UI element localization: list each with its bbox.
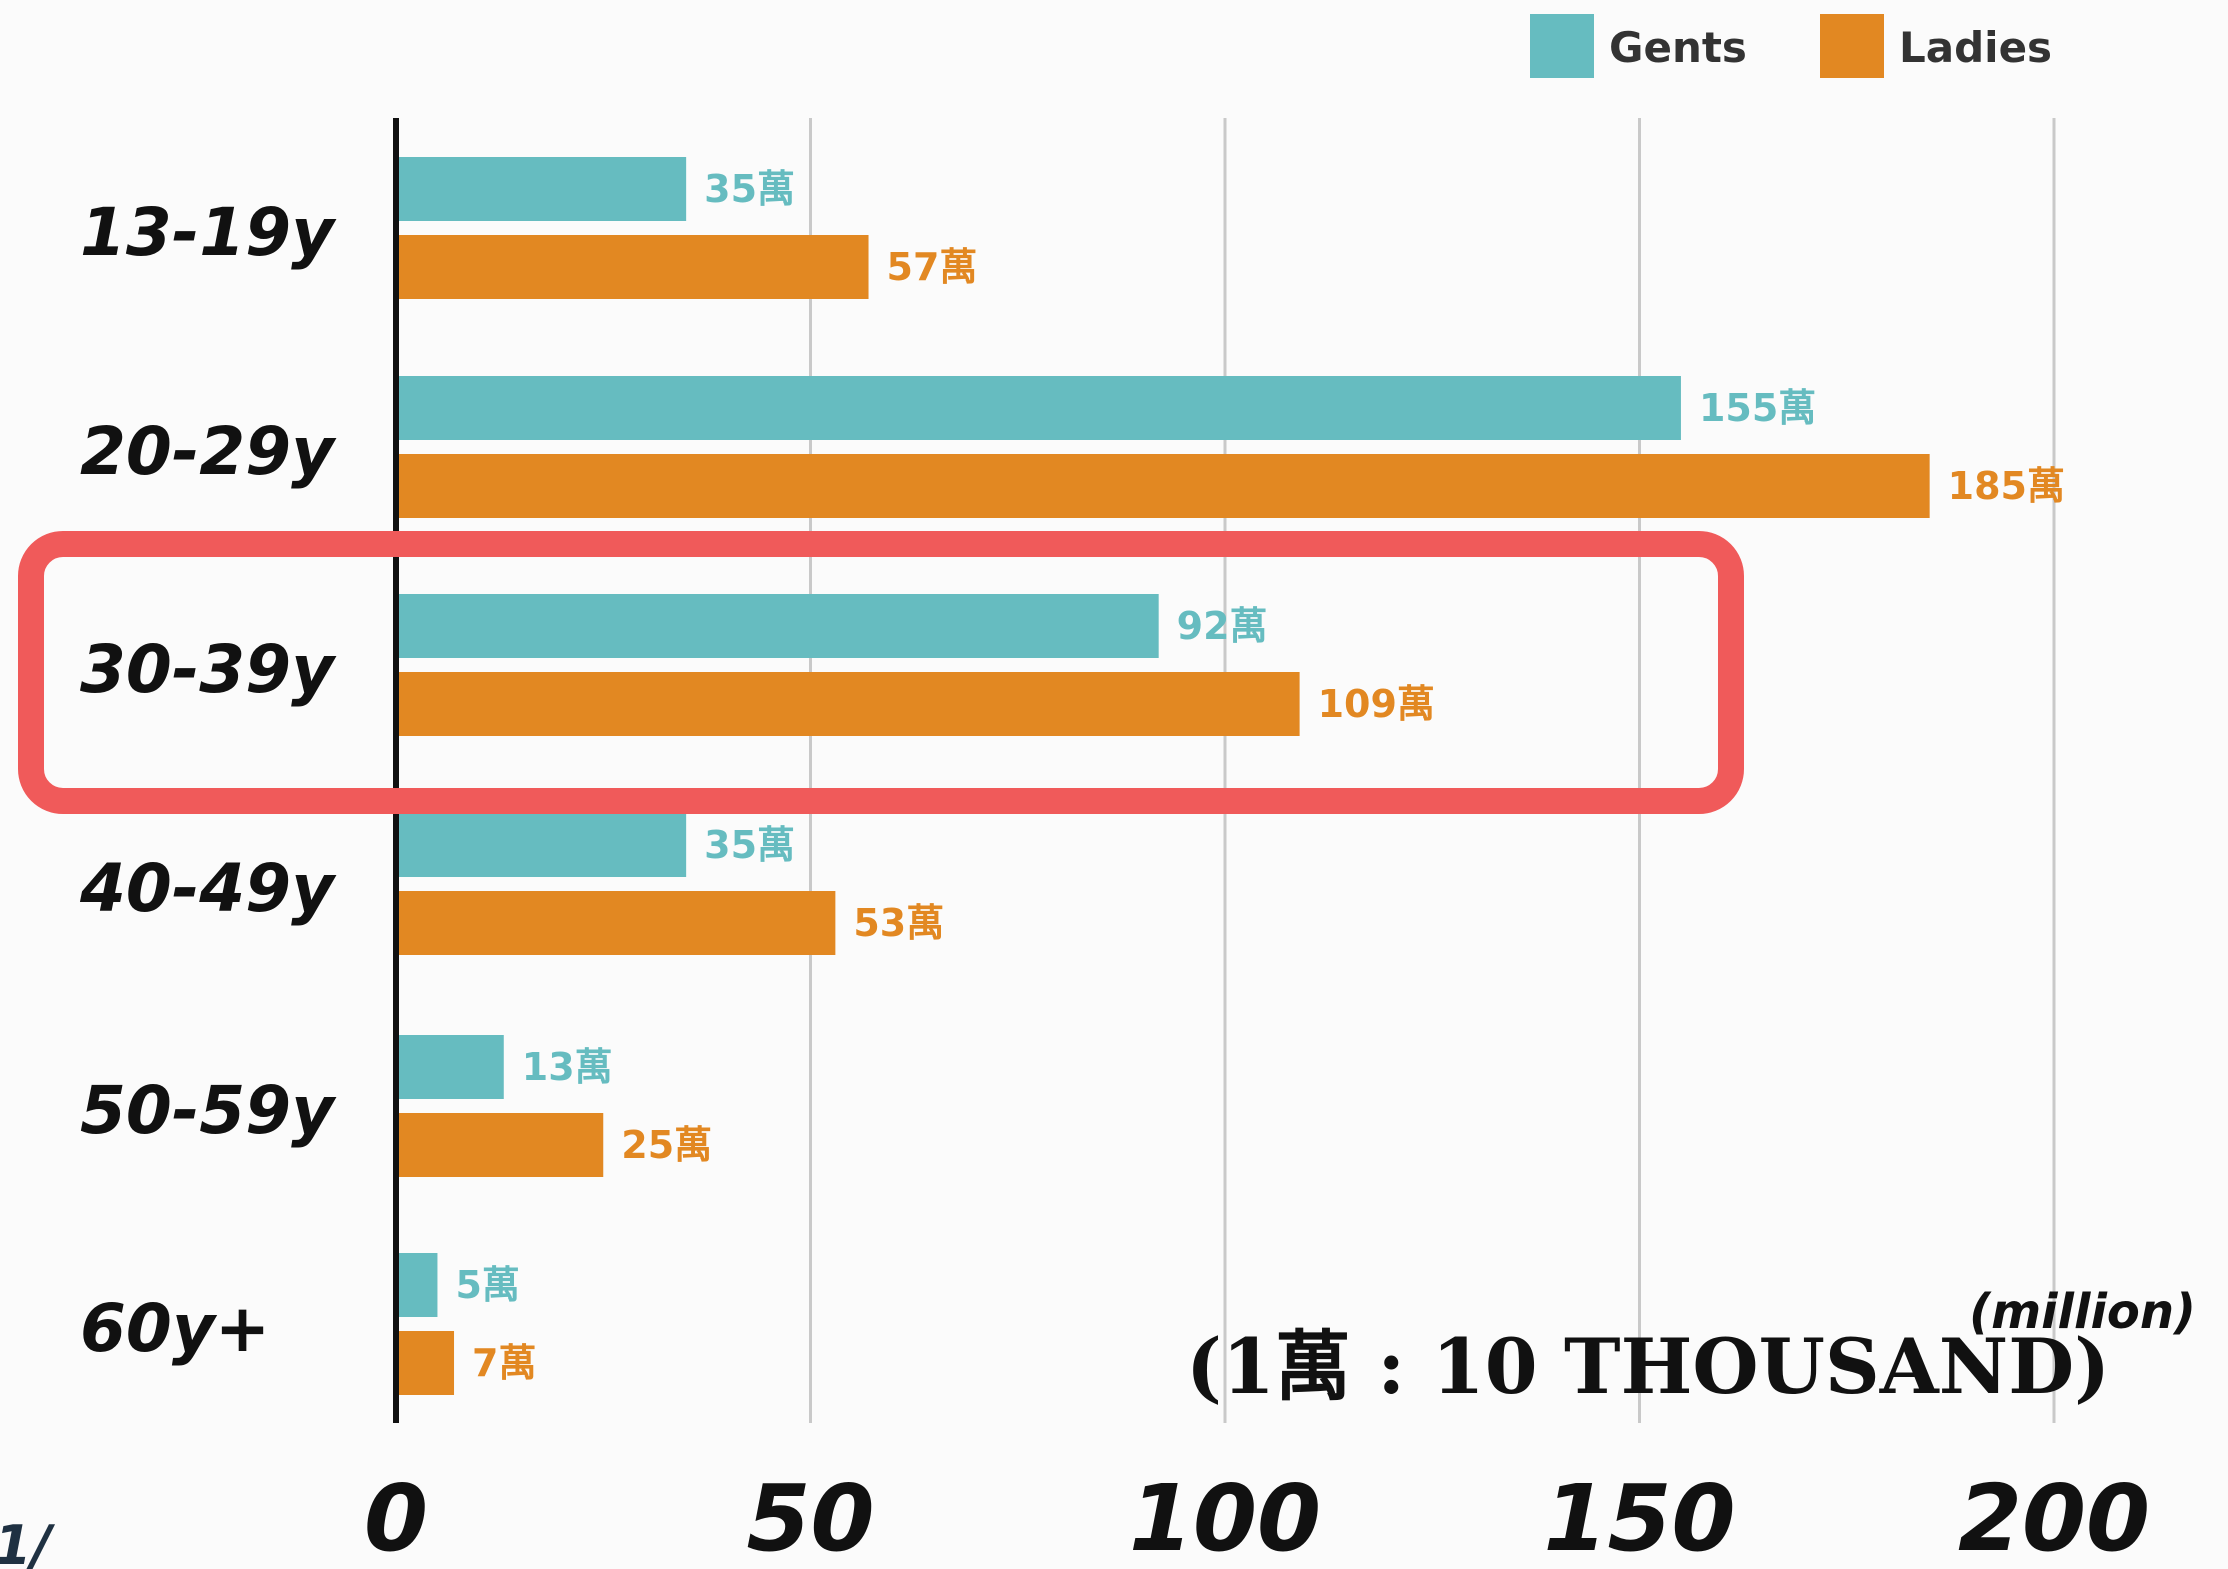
x-tick-label-50: 50 — [746, 1465, 874, 1569]
category-label-20-29y: 20-29y — [80, 413, 337, 490]
x-tick-label-200: 200 — [1958, 1465, 2150, 1569]
legend-swatch-ladies — [1820, 14, 1884, 78]
value-label-ladies-13-19y: 57萬 — [887, 245, 978, 289]
category-label-50-59y: 50-59y — [80, 1072, 337, 1149]
bar-ladies-13-19y — [396, 235, 869, 299]
value-label-gents-60y+: 5萬 — [455, 1263, 519, 1307]
value-label-ladies-40-49y: 53萬 — [853, 901, 944, 945]
value-label-gents-40-49y: 35萬 — [704, 823, 795, 867]
bar-ladies-60y+ — [396, 1331, 455, 1395]
bar-ladies-50-59y — [396, 1113, 604, 1177]
bar-gents-60y+ — [396, 1253, 438, 1317]
bar-gents-40-49y — [396, 813, 687, 877]
legend-label-gents: Gents — [1609, 23, 1747, 72]
category-label-60y+: 60y+ — [80, 1290, 270, 1367]
legend-label-ladies: Ladies — [1899, 23, 2052, 72]
unit-note: (1萬 : 10 THOUSAND) — [1186, 1322, 2110, 1411]
value-label-ladies-60y+: 7萬 — [472, 1341, 536, 1385]
value-label-gents-50-59y: 13萬 — [522, 1045, 613, 1089]
value-label-gents-13-19y: 35萬 — [704, 167, 795, 211]
partial-page-text: 1/ — [0, 1514, 56, 1569]
value-label-ladies-20-29y: 185萬 — [1948, 464, 2065, 508]
bar-ladies-30-39y — [396, 672, 1300, 736]
value-label-ladies-30-39y: 109萬 — [1318, 682, 1435, 726]
bar-gents-30-39y — [396, 594, 1159, 658]
value-label-gents-20-29y: 155萬 — [1699, 386, 1816, 430]
bar-ladies-40-49y — [396, 891, 836, 955]
x-tick-label-0: 0 — [364, 1465, 428, 1569]
legend-swatch-gents — [1530, 14, 1594, 78]
category-label-13-19y: 13-19y — [80, 194, 337, 271]
value-label-ladies-50-59y: 25萬 — [621, 1123, 712, 1167]
x-tick-label-100: 100 — [1129, 1465, 1321, 1569]
category-label-30-39y: 30-39y — [80, 631, 337, 708]
bar-gents-13-19y — [396, 157, 687, 221]
bar-gents-20-29y — [396, 376, 1681, 440]
category-label-40-49y: 40-49y — [79, 850, 337, 927]
highlight-box — [18, 531, 1744, 814]
bar-gents-50-59y — [396, 1035, 504, 1099]
x-tick-label-150: 150 — [1543, 1465, 1735, 1569]
bar-ladies-20-29y — [396, 454, 1930, 518]
value-label-gents-30-39y: 92萬 — [1177, 604, 1268, 648]
unit-label: (million) — [1969, 1284, 2196, 1340]
